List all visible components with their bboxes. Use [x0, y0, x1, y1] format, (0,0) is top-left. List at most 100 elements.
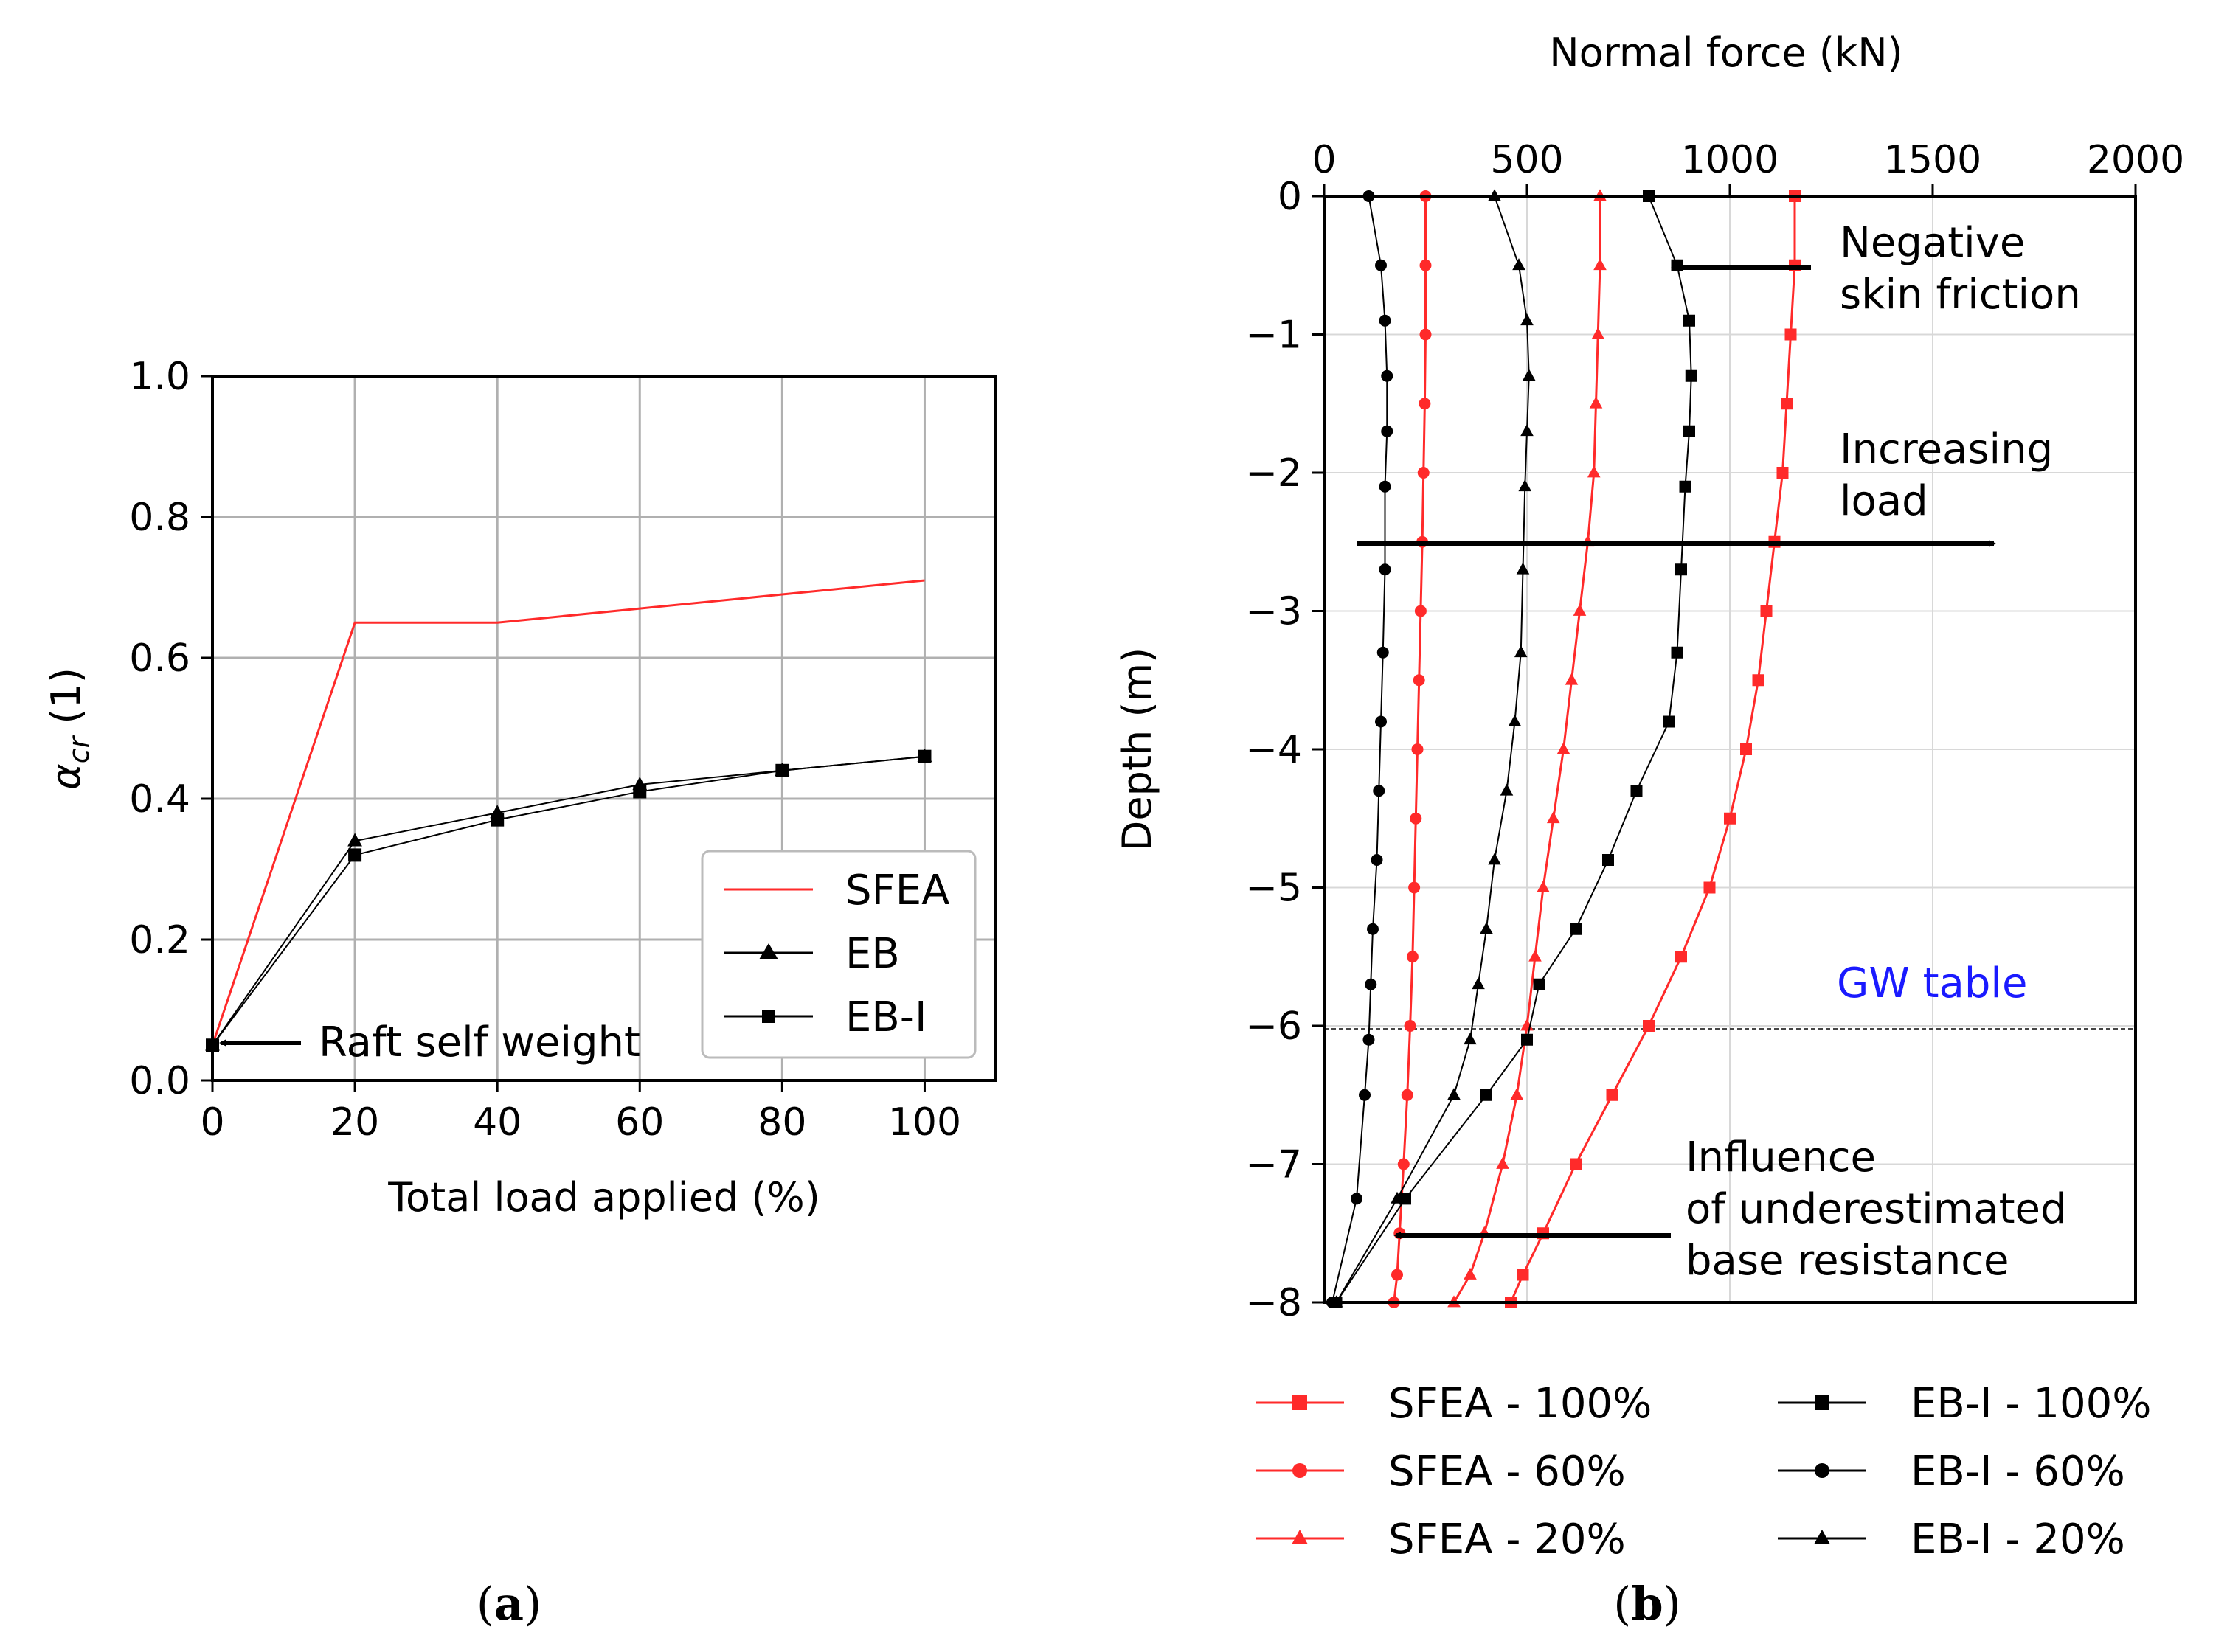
point-sfea-20-13	[1510, 1088, 1524, 1100]
point-sfea-60-4	[1417, 467, 1430, 479]
point-eb-i-60-10	[1371, 854, 1383, 866]
panel-b-ticks: 0 500 1000 1500 2000 0 −1 −2 −3 −4 −5 −6 −7 −8	[1245, 138, 2184, 1325]
point-sfea-20-8	[1556, 742, 1570, 754]
panel-b-ytick-label-4: −4	[1245, 728, 1302, 772]
point-sfea-20-16	[1464, 1267, 1477, 1280]
panel-b-ytick-label-6: −6	[1245, 1004, 1302, 1049]
increasing-load-line-1: Increasing	[1840, 426, 2053, 473]
panel-b-series	[1326, 189, 1801, 1308]
point-eb-i-20-11	[1480, 922, 1493, 934]
panel-a-xtick-label-2: 40	[473, 1100, 522, 1145]
panel-a-legend-box	[701, 850, 977, 1059]
panel-b-ytick-label-5: −5	[1245, 867, 1302, 911]
point-sfea-60-8	[1411, 743, 1424, 755]
point-sfea-100-12	[1643, 1020, 1655, 1032]
series-line-sfea-20	[1452, 196, 1601, 1303]
panel-b-label: (b)	[1613, 1577, 1681, 1631]
point-sfea-100-8	[1740, 743, 1752, 755]
point-eb-i-20-5	[1518, 479, 1532, 492]
panel-a-series	[205, 579, 932, 1052]
point-eb-i-100-8	[1663, 715, 1675, 728]
panel-a-xtick-label-4: 80	[758, 1100, 806, 1145]
point-eb-i-3	[633, 785, 647, 799]
point-sfea-100-7	[1752, 674, 1764, 687]
panel-b-ytick-label-0: 0	[1278, 175, 1302, 219]
point-eb-i-20-14	[1447, 1088, 1461, 1100]
point-eb-i-60-7	[1376, 646, 1389, 659]
point-sfea-60-12	[1404, 1020, 1416, 1032]
point-sfea-20-6	[1573, 603, 1587, 616]
point-eb-i-20-15	[1391, 1191, 1404, 1204]
panel-b-xtick-label-1: 500	[1490, 138, 1563, 182]
series-line-sfea-60	[1393, 196, 1427, 1303]
point-eb-i-60-9	[1373, 785, 1385, 797]
panel-b-xtick-label-3: 1500	[1884, 138, 1981, 182]
raft-self-weight-label: Raft self weight	[319, 1018, 640, 1066]
legend-marker-sfea-60	[1292, 1463, 1307, 1478]
panel-a-ytick-label-3: 0.6	[129, 636, 190, 681]
legend-marker-sfea-100	[1292, 1395, 1307, 1410]
point-eb-i-100-5	[1679, 480, 1691, 493]
legend-label-sfea-100: SFEA - 100%	[1388, 1380, 1652, 1428]
negative-skin-friction-line-2: skin friction	[1840, 271, 2081, 319]
series-line-eb-i	[212, 755, 925, 1046]
point-sfea-20-11	[1528, 949, 1542, 962]
point-eb-i-20-13	[1464, 1032, 1477, 1045]
gw-table-label: GW table	[1837, 959, 2027, 1007]
point-sfea-100-6	[1760, 605, 1773, 617]
point-sfea-20-7	[1565, 673, 1579, 685]
panel-a-ytick-label-2: 0.4	[129, 777, 190, 822]
increasing-load-label: Increasing load	[1840, 426, 2066, 525]
legend-marker-eb-i-60	[1815, 1463, 1829, 1478]
point-eb-i-60-8	[1375, 715, 1387, 728]
panel-b-ytick-label-7: −7	[1245, 1143, 1302, 1187]
panel-b-xtick-label-0: 0	[1312, 138, 1336, 182]
panel-b-xtick-label-2: 1000	[1681, 138, 1779, 182]
legend-label-eb-i-60: EB-I - 60%	[1911, 1448, 2125, 1496]
panel-b-xtick-label-4: 2000	[2087, 138, 2184, 182]
point-eb-i-4	[775, 763, 789, 777]
legend-label-sfea: SFEA	[845, 867, 949, 914]
point-eb-i-20-6	[1516, 562, 1530, 575]
point-eb-i-60-4	[1381, 425, 1393, 437]
point-eb-i-100-6	[1675, 563, 1687, 576]
increasing-load-line-2: load	[1840, 477, 1928, 525]
point-eb-i-100-11	[1570, 923, 1582, 935]
point-sfea-100-2	[1784, 328, 1797, 341]
point-sfea-100-10	[1703, 881, 1716, 894]
point-eb-i-60-2	[1379, 314, 1391, 327]
panel-b-chart: GW table 0 500 1000 1500 2000 0 −1 −2 −3 −4 −5 −6 −7…	[1114, 30, 2184, 1631]
base-resistance-line-3: base resistance	[1686, 1237, 2009, 1285]
point-eb-1	[347, 833, 362, 847]
point-sfea-100-9	[1724, 812, 1736, 825]
negative-skin-friction-line-1: Negative	[1840, 219, 2025, 267]
point-sfea-100-4	[1776, 467, 1789, 479]
panel-b-x-axis-label: Normal force (kN)	[1549, 30, 1903, 76]
base-resistance-label: Influence of underestimated base resista…	[1686, 1134, 2079, 1285]
series-line-sfea-100	[1509, 196, 1796, 1303]
point-eb-i-100-2	[1683, 314, 1695, 327]
panel-a-ticks: 0 20 40 60 80 100 0.0 0.2 0.4 0.6 0.8 1.0	[129, 355, 961, 1145]
negative-skin-friction-label: Negative skin friction	[1840, 219, 2081, 319]
point-eb-i-100-7	[1671, 646, 1683, 659]
point-eb-i-2	[491, 813, 505, 827]
point-eb-i-60-13	[1362, 1033, 1375, 1046]
panel-a-xtick-label-0: 0	[200, 1100, 224, 1145]
panel-a-xtick-label-5: 100	[888, 1100, 961, 1145]
point-sfea-60-11	[1406, 951, 1419, 963]
point-sfea-100-3	[1781, 398, 1793, 410]
panel-a-ytick-label-5: 1.0	[129, 355, 190, 399]
point-sfea-60-13	[1401, 1089, 1413, 1101]
point-sfea-60-6	[1414, 605, 1427, 617]
point-sfea-20-9	[1546, 811, 1560, 824]
legend-label-eb-i-100: EB-I - 100%	[1911, 1380, 2151, 1428]
point-eb-i-60-5	[1379, 480, 1391, 493]
panel-a-ytick-label-0: 0.0	[129, 1059, 190, 1103]
panel-a-legend: SFEA EB EB-I	[701, 850, 977, 1059]
panel-a-x-axis-label: Total load applied (%)	[387, 1174, 820, 1221]
panel-a-plot-frame	[211, 375, 997, 1082]
point-eb-i-60-1	[1375, 259, 1387, 271]
point-sfea-100-14	[1570, 1158, 1582, 1170]
panel-a-chart: 0 20 40 60 80 100 0.0 0.2 0.4 0.6 0.8 1.0 Total loa…	[43, 355, 997, 1631]
